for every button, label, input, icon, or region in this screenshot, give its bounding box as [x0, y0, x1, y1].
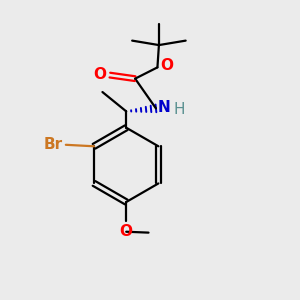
Text: H: H — [173, 102, 185, 117]
Text: O: O — [93, 67, 106, 82]
Text: Br: Br — [44, 137, 63, 152]
Text: O: O — [160, 58, 173, 73]
Text: O: O — [120, 224, 133, 239]
Text: N: N — [158, 100, 170, 115]
